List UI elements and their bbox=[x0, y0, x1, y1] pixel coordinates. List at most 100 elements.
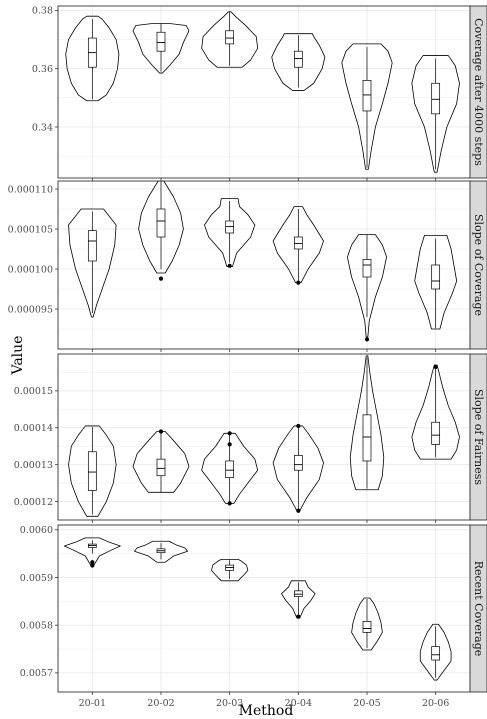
violin-outline bbox=[204, 198, 256, 267]
violin-outline bbox=[68, 425, 117, 517]
x-tick-label: 20-02 bbox=[147, 698, 174, 709]
violin-outline bbox=[65, 15, 120, 102]
box bbox=[293, 455, 303, 471]
outlier-point bbox=[90, 563, 95, 568]
y-tick-label: 0.000095 bbox=[8, 304, 53, 315]
box bbox=[225, 460, 235, 478]
strip-label: Slope of Coverage bbox=[472, 214, 485, 316]
x-tick-labels: 20-01 20-02 20-03 20-04 20-05 20-06 bbox=[79, 698, 450, 709]
box bbox=[87, 230, 97, 262]
box bbox=[293, 590, 303, 597]
violin-outline bbox=[63, 537, 121, 566]
violin-20-02 bbox=[132, 23, 190, 74]
x-tick-label: 20-04 bbox=[285, 698, 312, 709]
facet-panel: 0.0057 0.0058 0.0059 0.0060 Recent Coverage bbox=[20, 524, 487, 695]
violin-outline bbox=[411, 364, 460, 460]
box bbox=[87, 451, 97, 491]
violin-20-05 bbox=[351, 597, 383, 651]
violin-20-01 bbox=[63, 537, 121, 568]
y-tick-label: 0.0059 bbox=[20, 573, 53, 584]
y-tick-label: 0.000105 bbox=[8, 224, 53, 235]
box bbox=[156, 31, 166, 52]
outlier-point bbox=[296, 423, 301, 429]
violin-20-05 bbox=[349, 355, 385, 491]
violin-20-01 bbox=[68, 208, 117, 318]
outlier-point bbox=[433, 364, 438, 370]
facet-panels: 0.34 0.36 0.38 Coverage after 4000 steps 0.0… bbox=[8, 5, 487, 695]
panel-background bbox=[58, 6, 470, 178]
panel-background bbox=[58, 181, 470, 349]
box bbox=[431, 646, 441, 661]
violin-outline bbox=[347, 234, 387, 338]
box bbox=[431, 264, 441, 290]
y-tick-label: 0.36 bbox=[32, 64, 53, 75]
y-tick-label: 0.00015 bbox=[14, 386, 53, 397]
box bbox=[362, 621, 372, 633]
x-axis-title: Method bbox=[239, 703, 294, 719]
outlier-point bbox=[227, 501, 232, 506]
strip-label: Slope of Fairness bbox=[472, 389, 485, 485]
x-tick-label: 20-06 bbox=[422, 698, 449, 709]
violin-outline bbox=[201, 11, 259, 68]
outlier-point bbox=[90, 560, 95, 565]
violin-outline bbox=[341, 43, 393, 170]
y-tick-label: 0.0057 bbox=[20, 668, 53, 679]
violin-20-04 bbox=[272, 423, 324, 513]
y-tick-label: 0.000100 bbox=[8, 264, 53, 275]
violin-20-03 bbox=[211, 558, 249, 582]
strip-label: Coverage after 4000 steps bbox=[472, 18, 485, 166]
violin-20-03 bbox=[204, 198, 256, 268]
outlier-point bbox=[296, 280, 301, 285]
outlier-point bbox=[227, 431, 232, 436]
violin-outline bbox=[419, 623, 452, 681]
panel-background bbox=[58, 525, 470, 692]
box bbox=[431, 82, 441, 115]
strip bbox=[469, 180, 487, 350]
violin-20-02 bbox=[132, 429, 190, 493]
facet-panel: 0.000095 0.000100 0.000105 0.000110 Slope of… bbox=[8, 180, 487, 352]
outlier-point bbox=[158, 429, 164, 434]
y-tick-label: 0.34 bbox=[32, 122, 53, 133]
strip bbox=[469, 524, 487, 693]
y-tick-label: 0.0058 bbox=[20, 621, 53, 632]
box bbox=[362, 414, 372, 462]
y-tick-label: 0.00013 bbox=[14, 460, 53, 471]
violin-20-02 bbox=[134, 540, 188, 563]
box bbox=[362, 259, 372, 278]
violin-20-01 bbox=[68, 425, 117, 517]
violin-outline bbox=[68, 208, 117, 318]
facet-panel: 0.00012 0.00013 0.00014 0.00015 Slope of Fai… bbox=[14, 353, 487, 523]
y-tick-label: 0.38 bbox=[32, 6, 53, 17]
panel-background bbox=[58, 354, 470, 520]
strip bbox=[469, 5, 487, 179]
violin-outline bbox=[211, 558, 249, 582]
violin-outline bbox=[271, 33, 326, 91]
y-tick-label: 0.000110 bbox=[8, 184, 53, 195]
outlier-point bbox=[296, 614, 301, 619]
violin-outline bbox=[272, 425, 324, 512]
violin-20-03 bbox=[201, 11, 259, 68]
violin-outline bbox=[272, 206, 324, 283]
violin-20-06 bbox=[414, 235, 458, 330]
outlier-point bbox=[227, 263, 232, 268]
violin-outline bbox=[411, 55, 460, 173]
y-tick-label: 0.0060 bbox=[20, 525, 53, 536]
violin-outline bbox=[349, 355, 385, 491]
box bbox=[225, 30, 235, 45]
violin-outline bbox=[414, 235, 458, 330]
violin-outline bbox=[351, 597, 383, 651]
outlier-point bbox=[227, 442, 232, 447]
violin-outline bbox=[201, 432, 259, 504]
facet-panel: 0.34 0.36 0.38 Coverage after 4000 steps bbox=[32, 5, 487, 181]
y-tick-label: 0.00012 bbox=[14, 497, 53, 508]
violin-outline bbox=[281, 580, 316, 619]
violin-20-04 bbox=[281, 580, 316, 619]
violin-outline bbox=[132, 23, 190, 74]
violin-20-05 bbox=[347, 234, 387, 342]
box bbox=[362, 79, 372, 112]
y-axis-title: Value bbox=[10, 336, 26, 376]
x-tick-label: 20-03 bbox=[216, 698, 243, 709]
outlier-point bbox=[364, 337, 370, 342]
violin-20-01 bbox=[65, 15, 120, 102]
